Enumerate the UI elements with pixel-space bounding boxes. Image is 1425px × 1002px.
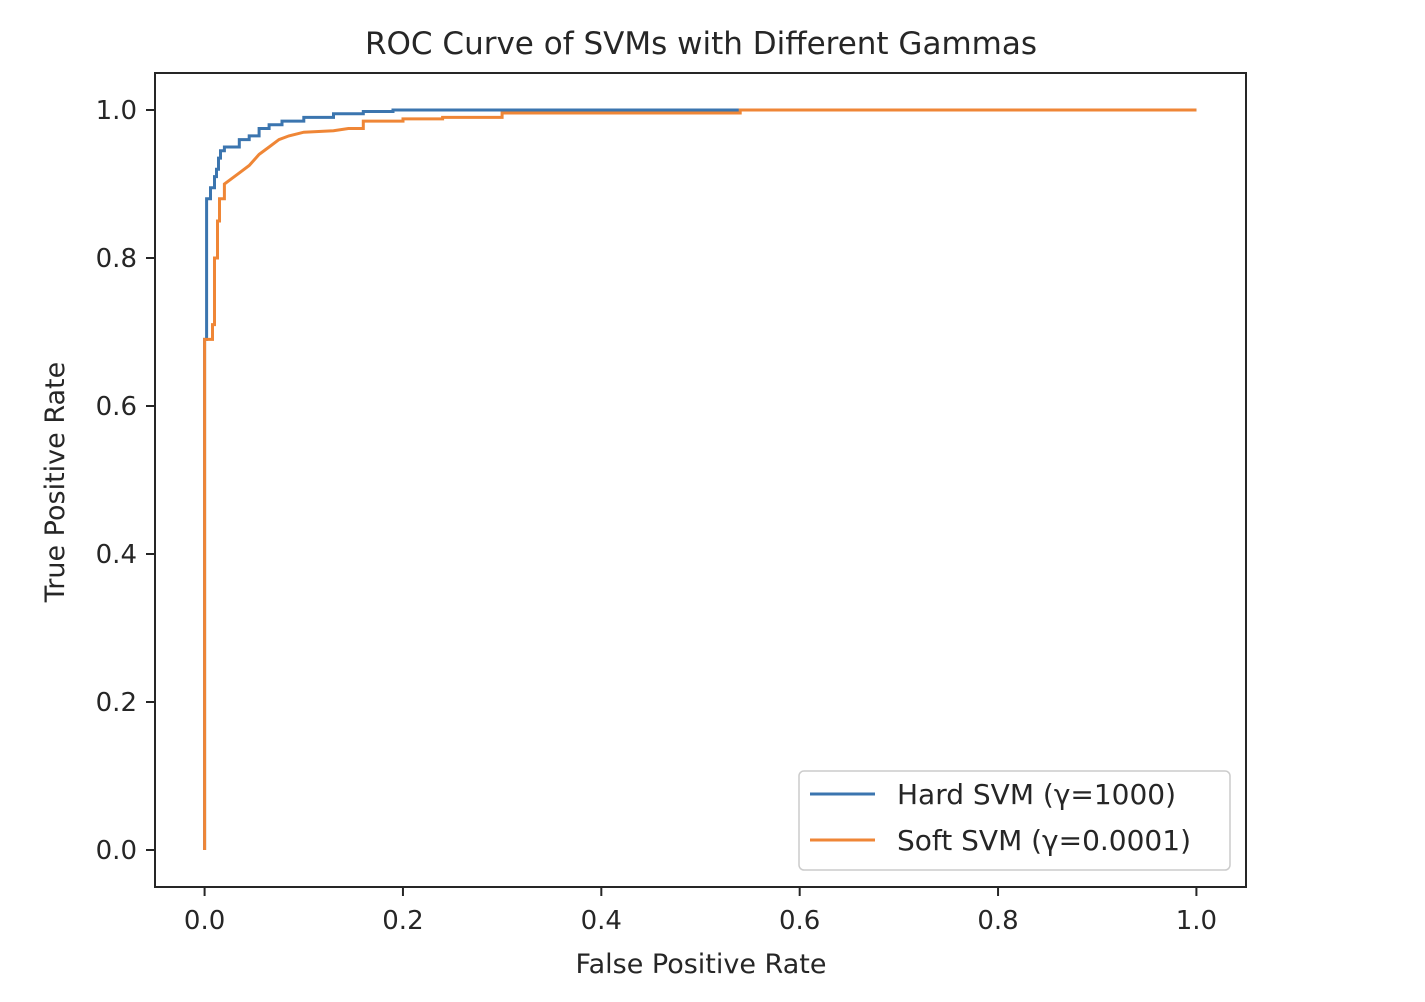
x-axis-ticks: 0.0 0.2 0.4 0.6 0.8 1.0 [184, 887, 1217, 936]
x-tick-label: 0.2 [382, 906, 423, 936]
legend-box [798, 770, 1231, 871]
y-tick-label: 0.8 [96, 244, 137, 274]
y-tick-label: 0.0 [96, 836, 137, 866]
plot-area: 0.0 0.2 0.4 0.6 0.8 1.0 0.0 0.2 0.4 0.6 0.8 1.0 [96, 72, 1247, 936]
x-tick-label: 1.0 [1176, 906, 1217, 936]
y-tick-label: 0.6 [96, 392, 137, 422]
x-tick-label: 0.4 [581, 906, 622, 936]
y-axis-ticks: 0.0 0.2 0.4 0.6 0.8 1.0 [96, 96, 155, 866]
series-line-hard-svm [203, 108, 1197, 850]
legend: Hard SVM (γ=1000) Soft SVM (γ=0.0001) [798, 770, 1231, 871]
series-line-soft-svm [203, 108, 1197, 850]
series-layer [203, 108, 1197, 850]
chart-title: ROC Curve of SVMs with Different Gammas [365, 26, 1037, 62]
legend-label-hard-svm: Hard SVM (γ=1000) [897, 778, 1176, 811]
y-axis-label: True Positive Rate [40, 362, 71, 604]
y-tick-label: 1.0 [96, 96, 137, 126]
x-tick-label: 0.6 [779, 906, 820, 936]
axes-frame [154, 72, 1247, 888]
x-tick-label: 0.0 [184, 906, 225, 936]
y-tick-label: 0.4 [96, 540, 137, 570]
x-tick-label: 0.8 [977, 906, 1018, 936]
y-tick-label: 0.2 [96, 688, 137, 718]
x-axis-label: False Positive Rate [576, 949, 827, 980]
legend-label-soft-svm: Soft SVM (γ=0.0001) [897, 824, 1191, 857]
